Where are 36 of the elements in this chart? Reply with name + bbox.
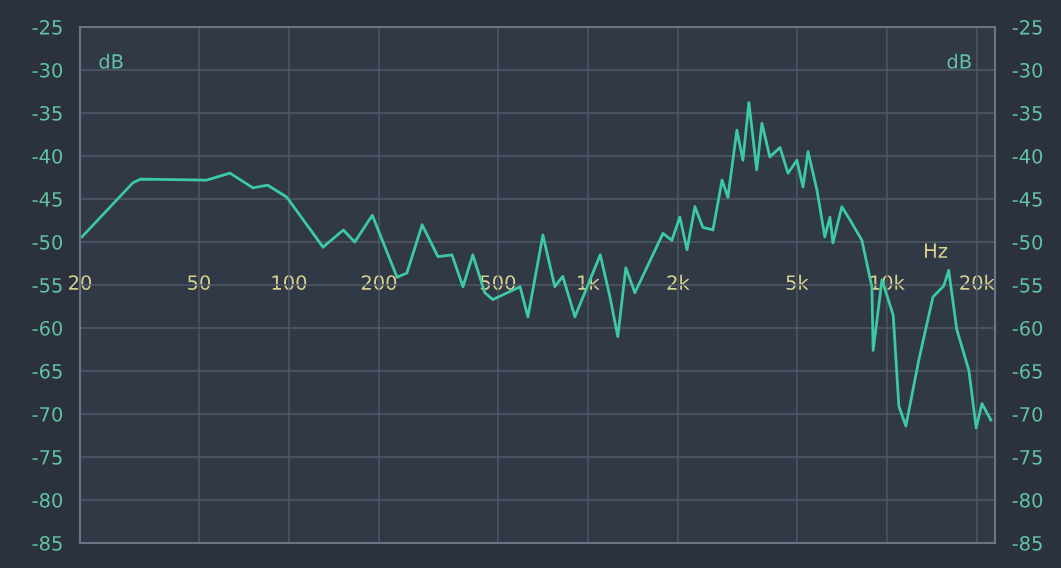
y-tick-label: -35 [32,105,62,121]
y-tick-label: -25 [32,19,62,35]
y-tick-label: -55 [32,278,62,293]
y-tick-label: -70 [32,406,63,422]
y2-tick-label: -65 [1012,363,1042,379]
y-tick-label: -80 [32,492,63,508]
x-axis-title: Hz [925,243,948,258]
y2-tick-label: -45 [1012,192,1042,207]
y2-tick-label: -70 [1012,406,1043,422]
x-tick-label: 200 [361,275,397,290]
y2-tick-label: -25 [1012,19,1042,35]
x-tick-label: 20k [960,274,995,290]
y2-tick-label: -30 [1012,62,1043,78]
y2-tick-label: -40 [1012,148,1043,164]
y-tick-label: -60 [32,320,63,336]
y2-tick-label: -60 [1012,320,1043,336]
y-tick-label: -45 [32,192,62,207]
y2-tick-label: -85 [1012,535,1042,551]
y2-tick-label: -50 [1012,234,1043,250]
x-tick-label: 2k [667,274,690,290]
y2-tick-label: -35 [1012,105,1042,121]
y-tick-label: -75 [32,450,62,465]
y-tick-label: -40 [32,148,63,164]
y-tick-label: -65 [32,363,62,379]
y2-tick-label: -55 [1012,278,1042,293]
x-tick-label: 50 [188,275,211,290]
x-tick-label: 20 [69,275,92,290]
y2-tick-label: -75 [1012,450,1042,465]
x-tick-label: 5k [786,274,809,290]
y-tick-label: -50 [32,234,63,250]
x-tick-label: 100 [272,275,307,290]
y-tick-label: -85 [32,535,62,551]
y2-axis-title: dB [947,53,971,69]
y-axis-title: dB [99,53,123,69]
y-tick-label: -30 [32,62,63,78]
y2-tick-label: -80 [1012,492,1043,508]
